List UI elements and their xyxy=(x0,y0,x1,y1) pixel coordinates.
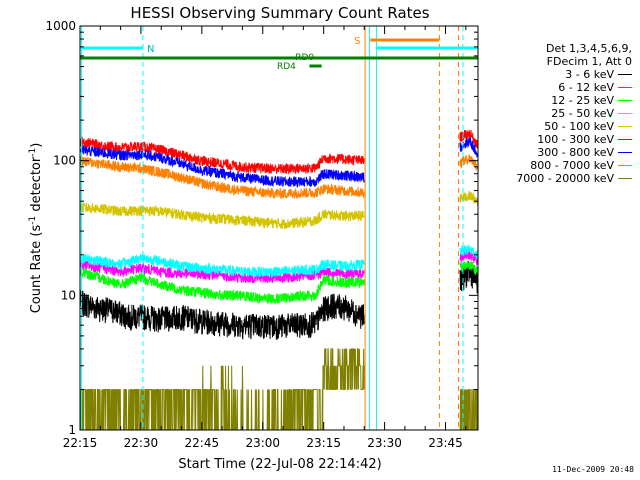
legend-item: 12 - 25 keV xyxy=(478,94,632,107)
legend-item: 6 - 12 keV xyxy=(478,81,632,94)
legend-swatch xyxy=(618,126,632,127)
legend-item: 3 - 6 keV xyxy=(478,68,632,81)
series-800-7000-kev xyxy=(79,154,479,200)
series-12-25-kev xyxy=(79,261,479,305)
y-tick-label: 1000 xyxy=(45,19,76,33)
legend-item: 25 - 50 keV xyxy=(478,107,632,120)
x-tick-label: 22:30 xyxy=(124,436,159,450)
s-label: S xyxy=(354,36,360,47)
x-tick-label: 22:45 xyxy=(185,436,220,450)
y-tick-label: 10 xyxy=(61,288,76,302)
legend-swatch xyxy=(618,165,632,166)
legend-item: 50 - 100 keV xyxy=(478,120,632,133)
legend-label: 100 - 300 keV xyxy=(537,133,614,146)
legend-label: 7000 - 20000 keV xyxy=(516,172,614,185)
legend-label: 800 - 7000 keV xyxy=(530,159,614,172)
y-axis-label: Count Rate (s-1 detector-1) xyxy=(28,143,44,314)
x-axis-label: Start Time (22-Jul-08 22:14:42) xyxy=(178,457,381,472)
series-trace xyxy=(79,154,479,200)
series-trace xyxy=(79,137,479,188)
legend-item: 7000 - 20000 keV xyxy=(478,172,632,185)
legend-item: 800 - 7000 keV xyxy=(478,159,632,172)
series-25-50-kev xyxy=(79,244,479,279)
series-300-800-kev xyxy=(79,137,479,188)
legend-swatch xyxy=(618,113,632,114)
legend-label: 3 - 6 keV xyxy=(565,68,614,81)
legend-header-detectors: Det 1,3,4,5,6,9, xyxy=(545,42,632,55)
legend-swatch xyxy=(618,139,632,140)
legend-item: 300 - 800 keV xyxy=(478,146,632,159)
x-tick-label: 23:45 xyxy=(428,436,463,450)
legend-label: 50 - 100 keV xyxy=(544,120,614,133)
rd-upper-label: RD0 xyxy=(295,53,314,63)
rd-lower-label: RD4 xyxy=(277,62,296,72)
legend-swatch xyxy=(618,100,632,101)
x-tick-label: 23:15 xyxy=(306,436,341,450)
x-tick-label: 23:00 xyxy=(245,436,280,450)
n-label: N xyxy=(147,44,154,55)
series-trace xyxy=(79,244,479,279)
legend-item: 100 - 300 keV xyxy=(478,133,632,146)
legend-swatch xyxy=(618,74,632,75)
legend-header-decimation: FDecim 1, Att 0 xyxy=(546,55,632,68)
series-trace xyxy=(79,129,479,175)
legend-swatch xyxy=(618,152,632,153)
x-tick-label: 23:30 xyxy=(367,436,402,450)
series-trace xyxy=(79,250,479,284)
series-7000-20000-kev xyxy=(79,348,479,431)
chart-title: HESSI Observing Summary Count Rates xyxy=(130,4,429,22)
y-tick-label: 100 xyxy=(53,154,76,168)
y-tick-label: 1 xyxy=(68,423,76,437)
legend-label: 300 - 800 keV xyxy=(537,146,614,159)
plot-frame xyxy=(79,25,479,431)
legend-entries: 3 - 6 keV 6 - 12 keV 12 - 25 keV 25 - 50 ke… xyxy=(478,68,632,185)
legend-label: 12 - 25 keV xyxy=(551,94,614,107)
legend-label: 25 - 50 keV xyxy=(551,107,614,120)
legend-swatch xyxy=(618,87,632,88)
legend-swatch xyxy=(618,178,632,179)
series-6-12-kev xyxy=(79,250,479,284)
legend-label: 6 - 12 keV xyxy=(558,81,614,94)
series-trace xyxy=(79,348,479,431)
series-100-300-kev xyxy=(79,129,479,175)
x-tick-label: 22:15 xyxy=(63,436,98,450)
legend: Det 1,3,4,5,6,9, FDecim 1, Att 0 3 - 6 k… xyxy=(478,42,632,185)
series-trace xyxy=(79,261,479,305)
timestamp: 11-Dec-2009 20:48 xyxy=(552,465,634,474)
